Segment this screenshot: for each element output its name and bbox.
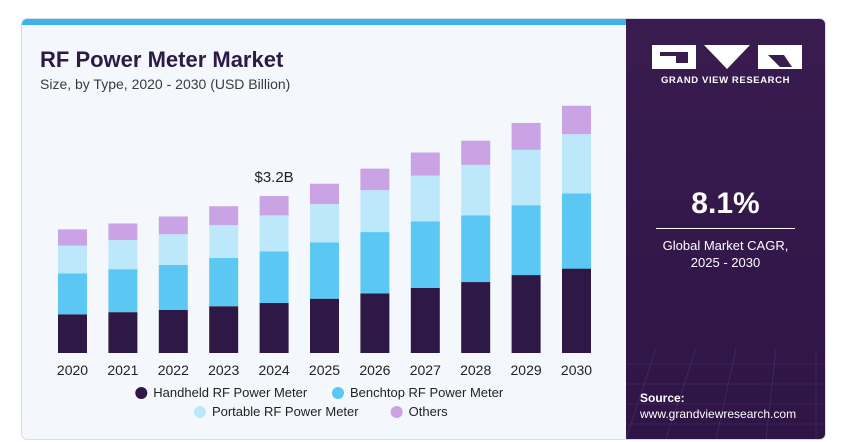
brand-name: GRAND VIEW RESEARCH [660, 75, 791, 86]
legend-swatch [390, 406, 403, 418]
x-tick-label: 2023 [208, 362, 239, 378]
info-sidebar: GRAND VIEW RESEARCH 8.1% Global Market C… [626, 19, 825, 439]
bar-segment [360, 168, 390, 191]
stacked-bar-chart: 2020 2021 2022 2023 2024 $3.2B 2025 2026 2027 202… [57, 105, 592, 419]
bar-segment [562, 105, 591, 135]
bar-segment [461, 164, 491, 216]
x-tick-label: 2027 [410, 362, 441, 378]
source-link[interactable]: www.grandviewresearch.com [640, 407, 797, 421]
bar-segment [410, 175, 440, 222]
legend-swatch [193, 406, 206, 418]
bar-segment [511, 149, 541, 206]
infographic-card: 2020 2021 2022 2023 2024 $3.2B 2025 2026 2027 202… [21, 18, 826, 440]
legend-swatch [332, 387, 344, 399]
bar-segment [158, 264, 188, 310]
bar-segment [511, 205, 541, 276]
bar-segment [310, 183, 339, 205]
bar-segment [259, 251, 289, 304]
bar-segment [461, 282, 491, 353]
bar-segment [360, 190, 390, 233]
bar-segment [58, 273, 87, 315]
x-tick-label: 2028 [460, 362, 491, 378]
bar-segment [310, 204, 339, 243]
chart-title: RF Power Meter Market [40, 47, 284, 72]
bar-segment [108, 240, 138, 270]
chart-subtitle: Size, by Type, 2020 - 2030 (USD Billion) [40, 76, 291, 92]
x-tick-label: 2026 [359, 362, 390, 378]
bar-segment [158, 216, 188, 235]
bar-segment [58, 245, 87, 274]
x-tick-label: 2029 [511, 362, 542, 378]
bar-segment [259, 215, 289, 252]
source-label: Source: [640, 391, 685, 405]
cagr-divider [656, 228, 795, 229]
x-tick-label: 2024 [259, 362, 290, 378]
bar-segment [511, 122, 541, 150]
bar-segment [209, 225, 239, 258]
legend-label: Handheld RF Power Meter [153, 385, 308, 400]
bar-segment [461, 140, 491, 165]
x-tick-label: 2025 [309, 362, 340, 378]
chart-panel: 2020 2021 2022 2023 2024 $3.2B 2025 2026 2027 202… [22, 25, 626, 439]
cagr-label-line2: 2025 - 2030 [690, 255, 761, 270]
bar-segment [562, 193, 591, 269]
bar-segment [461, 215, 491, 283]
bar-segment [108, 312, 138, 353]
bar-segment [158, 234, 188, 265]
x-tick-label: 2020 [57, 362, 88, 378]
x-tick-label: 2022 [158, 362, 189, 378]
bar-segment [410, 221, 440, 288]
bar-segment [360, 232, 390, 294]
accent-bar [22, 19, 626, 25]
bar-segment [259, 303, 289, 353]
bar-segment [360, 293, 390, 353]
legend-label: Benchtop RF Power Meter [350, 385, 504, 400]
grid-decoration [626, 349, 825, 439]
bar-segment [310, 242, 339, 299]
bar-segment [310, 298, 339, 353]
cagr-label: Global Market CAGR, 2025 - 2030 [626, 237, 825, 271]
cagr-value: 8.1% [691, 187, 760, 220]
bar-segment [108, 223, 138, 241]
legend-label: Others [409, 404, 449, 419]
bar-segment [58, 314, 87, 353]
grand-view-research-logo-icon [652, 45, 802, 69]
cagr-label-line1: Global Market CAGR, [662, 238, 789, 253]
bar-segment [209, 257, 239, 307]
bar-segment [209, 306, 239, 353]
bar-segment [562, 134, 591, 194]
bar-segment [209, 206, 239, 226]
x-tick-label: 2030 [561, 362, 592, 378]
legend-label: Portable RF Power Meter [212, 404, 359, 419]
legend-swatch [135, 387, 148, 399]
bar-segment [108, 269, 138, 313]
bar-segment [58, 229, 87, 246]
bar-segment [562, 268, 591, 353]
bar-segment [511, 275, 541, 353]
bar-segment [259, 196, 289, 216]
bar-segment [410, 287, 440, 353]
data-label: $3.2B [254, 169, 293, 186]
x-tick-label: 2021 [107, 362, 138, 378]
bar-segment [410, 152, 440, 176]
bar-segment [158, 310, 188, 353]
